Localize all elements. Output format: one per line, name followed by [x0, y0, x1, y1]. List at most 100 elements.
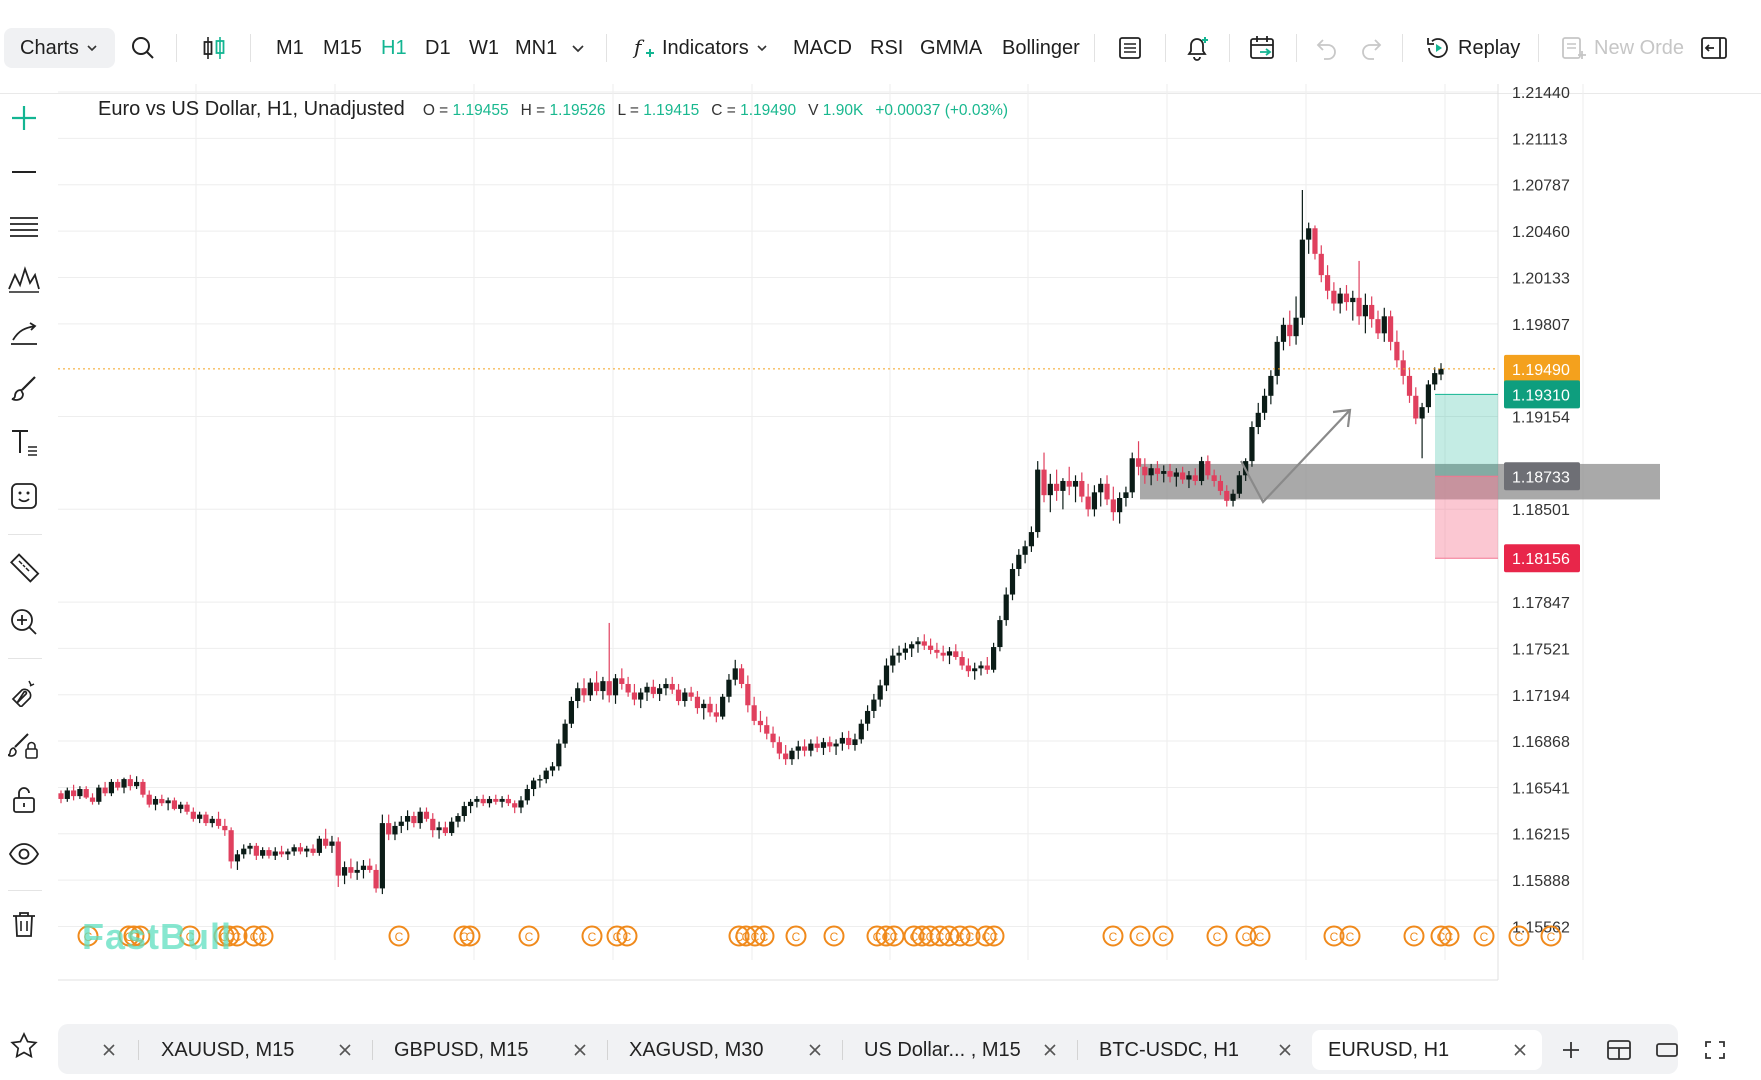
event-marker-icon: [1508, 925, 1530, 947]
timeframe-m1[interactable]: M1: [276, 36, 304, 59]
trash-icon[interactable]: [4, 904, 44, 944]
event-marker-icon: [459, 925, 481, 947]
event-marker-letter: C: [751, 930, 760, 944]
unlock-icon[interactable]: [4, 780, 44, 820]
event-marker-letter: C: [613, 930, 622, 944]
add-tab-icon[interactable]: [1556, 1030, 1586, 1070]
candle-down: [783, 753, 789, 760]
candle-down: [505, 798, 511, 804]
event-marker-letter: C: [890, 930, 899, 944]
new-order-button[interactable]: New Orde: [1560, 28, 1684, 68]
horizontal-lines-icon[interactable]: [4, 206, 44, 246]
close-tab-icon[interactable]: [330, 1030, 360, 1070]
volume-value: 1.90K: [822, 102, 864, 119]
price-chart[interactable]: 1.21440 1.21113 1.20787 1.20460 1.20133 1.198…: [58, 84, 1660, 984]
candle-down: [1041, 469, 1047, 496]
event-marker-icon: [938, 925, 960, 947]
crosshair-icon[interactable]: [4, 98, 44, 138]
candle-down: [71, 790, 77, 797]
candle-down: [1066, 480, 1072, 487]
candle-down: [1406, 375, 1413, 396]
chart-canvas[interactable]: 1.21440 1.21113 1.20787 1.20460 1.20133 1.198…: [58, 84, 1660, 984]
svg-text:f: f: [632, 35, 645, 59]
event-marker-letter: C: [830, 930, 839, 944]
indicators-button[interactable]: f Indicators: [632, 28, 769, 68]
indicator-macd-button[interactable]: MACD: [793, 36, 852, 59]
pattern-icon[interactable]: [4, 260, 44, 300]
close-tab-icon[interactable]: [1270, 1030, 1300, 1070]
close-tab-icon[interactable]: [1505, 1030, 1535, 1070]
layout-grid-icon[interactable]: [1604, 1030, 1634, 1070]
candle-down: [83, 789, 89, 798]
undo-icon[interactable]: [1314, 28, 1340, 68]
timeframe-d1[interactable]: D1: [425, 36, 451, 59]
tab-xauusd-m15[interactable]: XAUUSD, M15: [161, 1038, 295, 1061]
timeframe-m15[interactable]: M15: [323, 36, 362, 59]
candle-down: [606, 681, 612, 696]
single-layout-icon[interactable]: [1652, 1030, 1682, 1070]
event-marker-icon: [1323, 925, 1345, 947]
candle-up: [1148, 468, 1154, 476]
candle-down: [1154, 468, 1161, 474]
candle-down: [140, 781, 146, 795]
close-tab-icon[interactable]: [1035, 1030, 1065, 1070]
calendar-icon[interactable]: [1248, 28, 1276, 68]
templates-icon[interactable]: [1117, 28, 1143, 68]
candlestick-type-icon[interactable]: [200, 28, 228, 68]
new-order-icon: [1562, 37, 1586, 59]
indicator-rsi-button[interactable]: RSI: [870, 36, 904, 59]
close-tab-icon[interactable]: [565, 1030, 595, 1070]
trend-line-icon[interactable]: [4, 152, 44, 192]
candle-down: [102, 787, 108, 794]
more-timeframes-button[interactable]: [570, 28, 586, 68]
drawn-arrow-path: [1240, 410, 1350, 504]
add-alert-icon[interactable]: [1183, 28, 1211, 68]
indicator-gmma-button[interactable]: GMMA: [920, 36, 983, 59]
magnet-icon[interactable]: [4, 672, 44, 712]
candle-down: [190, 811, 196, 819]
charts-menu-button[interactable]: Charts: [4, 28, 115, 68]
candle-down: [814, 743, 820, 748]
close-tab-icon[interactable]: [94, 1030, 124, 1070]
star-favorites-icon[interactable]: [4, 1026, 44, 1066]
tab-eurusd-h1[interactable]: EURUSD, H1: [1312, 1030, 1542, 1070]
collapse-panel-icon[interactable]: [1700, 28, 1728, 68]
candle-up: [1060, 480, 1066, 491]
candle-up: [108, 781, 115, 794]
tab-btc-usdc-h1[interactable]: BTC-USDC, H1: [1099, 1038, 1240, 1061]
event-marker-icon: [959, 925, 981, 947]
timeframe-w1[interactable]: W1: [469, 36, 499, 59]
fullscreen-icon[interactable]: [1700, 1030, 1730, 1070]
emoji-sticker-icon[interactable]: [4, 476, 44, 516]
price-tick-label: 1.20460: [1512, 224, 1570, 241]
brush-icon[interactable]: [4, 368, 44, 408]
event-marker-letter: C: [1480, 930, 1489, 944]
candle-up: [165, 800, 171, 804]
close-tab-icon[interactable]: [800, 1030, 830, 1070]
tab-us-dollar-m15[interactable]: US Dollar... , M15: [864, 1038, 1021, 1061]
eye-visibility-icon[interactable]: [4, 834, 44, 874]
timeframe-h1[interactable]: H1: [381, 36, 407, 59]
text-tool-icon[interactable]: [4, 422, 44, 462]
event-marker-icon: [1152, 925, 1174, 947]
zoom-in-icon[interactable]: [4, 602, 44, 642]
ruler-icon[interactable]: [4, 548, 44, 588]
timeframe-mn1[interactable]: MN1: [515, 36, 558, 59]
projection-icon[interactable]: [4, 314, 44, 354]
lock-drawings-icon[interactable]: [4, 726, 44, 766]
candle-up: [467, 801, 474, 807]
replay-label: Replay: [1458, 36, 1521, 59]
tab-xagusd-m30[interactable]: XAGUSD, M30: [629, 1038, 764, 1061]
candle-down: [1054, 483, 1060, 491]
redo-icon[interactable]: [1358, 28, 1384, 68]
search-icon[interactable]: [130, 28, 156, 68]
candle-up: [575, 688, 581, 702]
indicator-bollinger-button[interactable]: Bollinger: [1002, 36, 1080, 59]
take-profit-zone: [1435, 394, 1498, 477]
replay-button[interactable]: Replay: [1424, 28, 1520, 68]
tab-gbpusd-m15[interactable]: GBPUSD, M15: [394, 1038, 529, 1061]
event-marker-icon: [1102, 925, 1124, 947]
candle-up: [991, 647, 997, 670]
candle-down: [688, 692, 694, 697]
fastbull-watermark: FastBull: [82, 916, 233, 957]
